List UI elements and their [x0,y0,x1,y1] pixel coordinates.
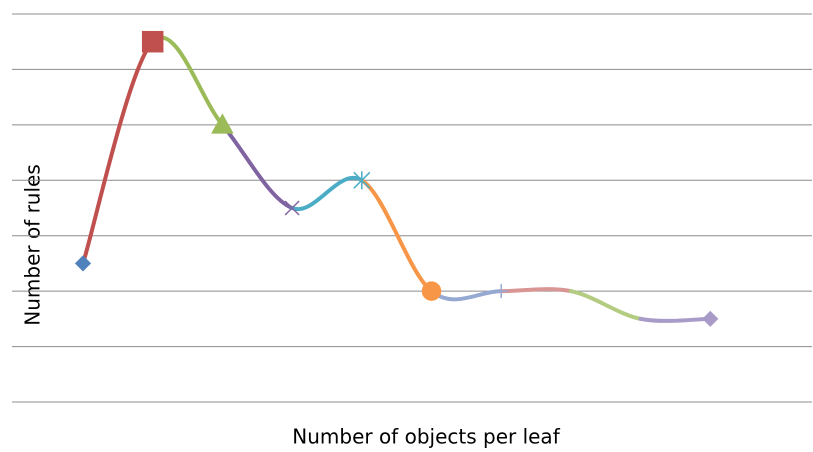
line-segment [499,287,573,294]
line-segment [290,176,364,212]
line-segment [220,122,295,210]
line-segment [429,289,504,302]
marker [211,113,234,134]
line-segment [638,316,713,323]
line-segment [568,289,643,321]
marker [284,200,300,216]
marker [421,281,442,301]
marker [353,171,371,190]
line-segment [81,39,155,266]
marker [494,284,509,299]
marker [74,255,92,272]
x-axis-title: Number of objects per leaf [292,425,560,449]
y-axis-title: Number of rules [21,164,45,326]
marker [702,310,719,327]
marker [141,30,164,53]
